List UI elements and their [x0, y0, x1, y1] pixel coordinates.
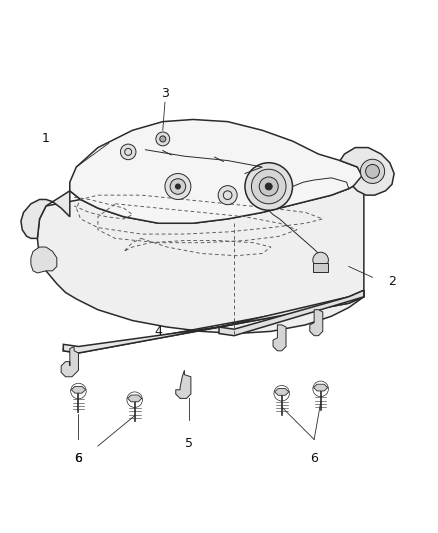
Circle shape	[259, 177, 278, 196]
Text: 4: 4	[155, 325, 162, 338]
Polygon shape	[37, 180, 364, 334]
Circle shape	[175, 183, 181, 190]
Polygon shape	[61, 346, 78, 377]
Circle shape	[245, 163, 293, 211]
Text: 6: 6	[74, 453, 82, 465]
Circle shape	[170, 179, 186, 195]
Circle shape	[218, 185, 237, 205]
Bar	[313, 263, 328, 272]
Circle shape	[360, 159, 385, 183]
Polygon shape	[310, 310, 323, 336]
Polygon shape	[21, 191, 70, 238]
Polygon shape	[64, 295, 364, 353]
Circle shape	[160, 136, 166, 142]
Circle shape	[251, 169, 286, 204]
Polygon shape	[64, 290, 364, 353]
Polygon shape	[31, 247, 57, 273]
Text: 6: 6	[74, 453, 82, 465]
Polygon shape	[176, 370, 191, 398]
Polygon shape	[340, 148, 394, 195]
Text: 3: 3	[161, 87, 169, 100]
Polygon shape	[275, 389, 289, 395]
Polygon shape	[70, 119, 364, 223]
Circle shape	[313, 252, 328, 268]
Polygon shape	[71, 386, 85, 393]
Polygon shape	[273, 325, 286, 351]
Text: 5: 5	[185, 437, 193, 450]
Polygon shape	[219, 290, 364, 336]
Circle shape	[156, 132, 170, 146]
Circle shape	[265, 183, 272, 190]
Polygon shape	[314, 384, 328, 391]
Circle shape	[120, 144, 136, 160]
Text: 1: 1	[42, 132, 50, 146]
Polygon shape	[127, 395, 142, 402]
Circle shape	[366, 165, 379, 178]
Circle shape	[165, 174, 191, 199]
Text: 2: 2	[388, 275, 396, 288]
Text: 6: 6	[310, 453, 318, 465]
